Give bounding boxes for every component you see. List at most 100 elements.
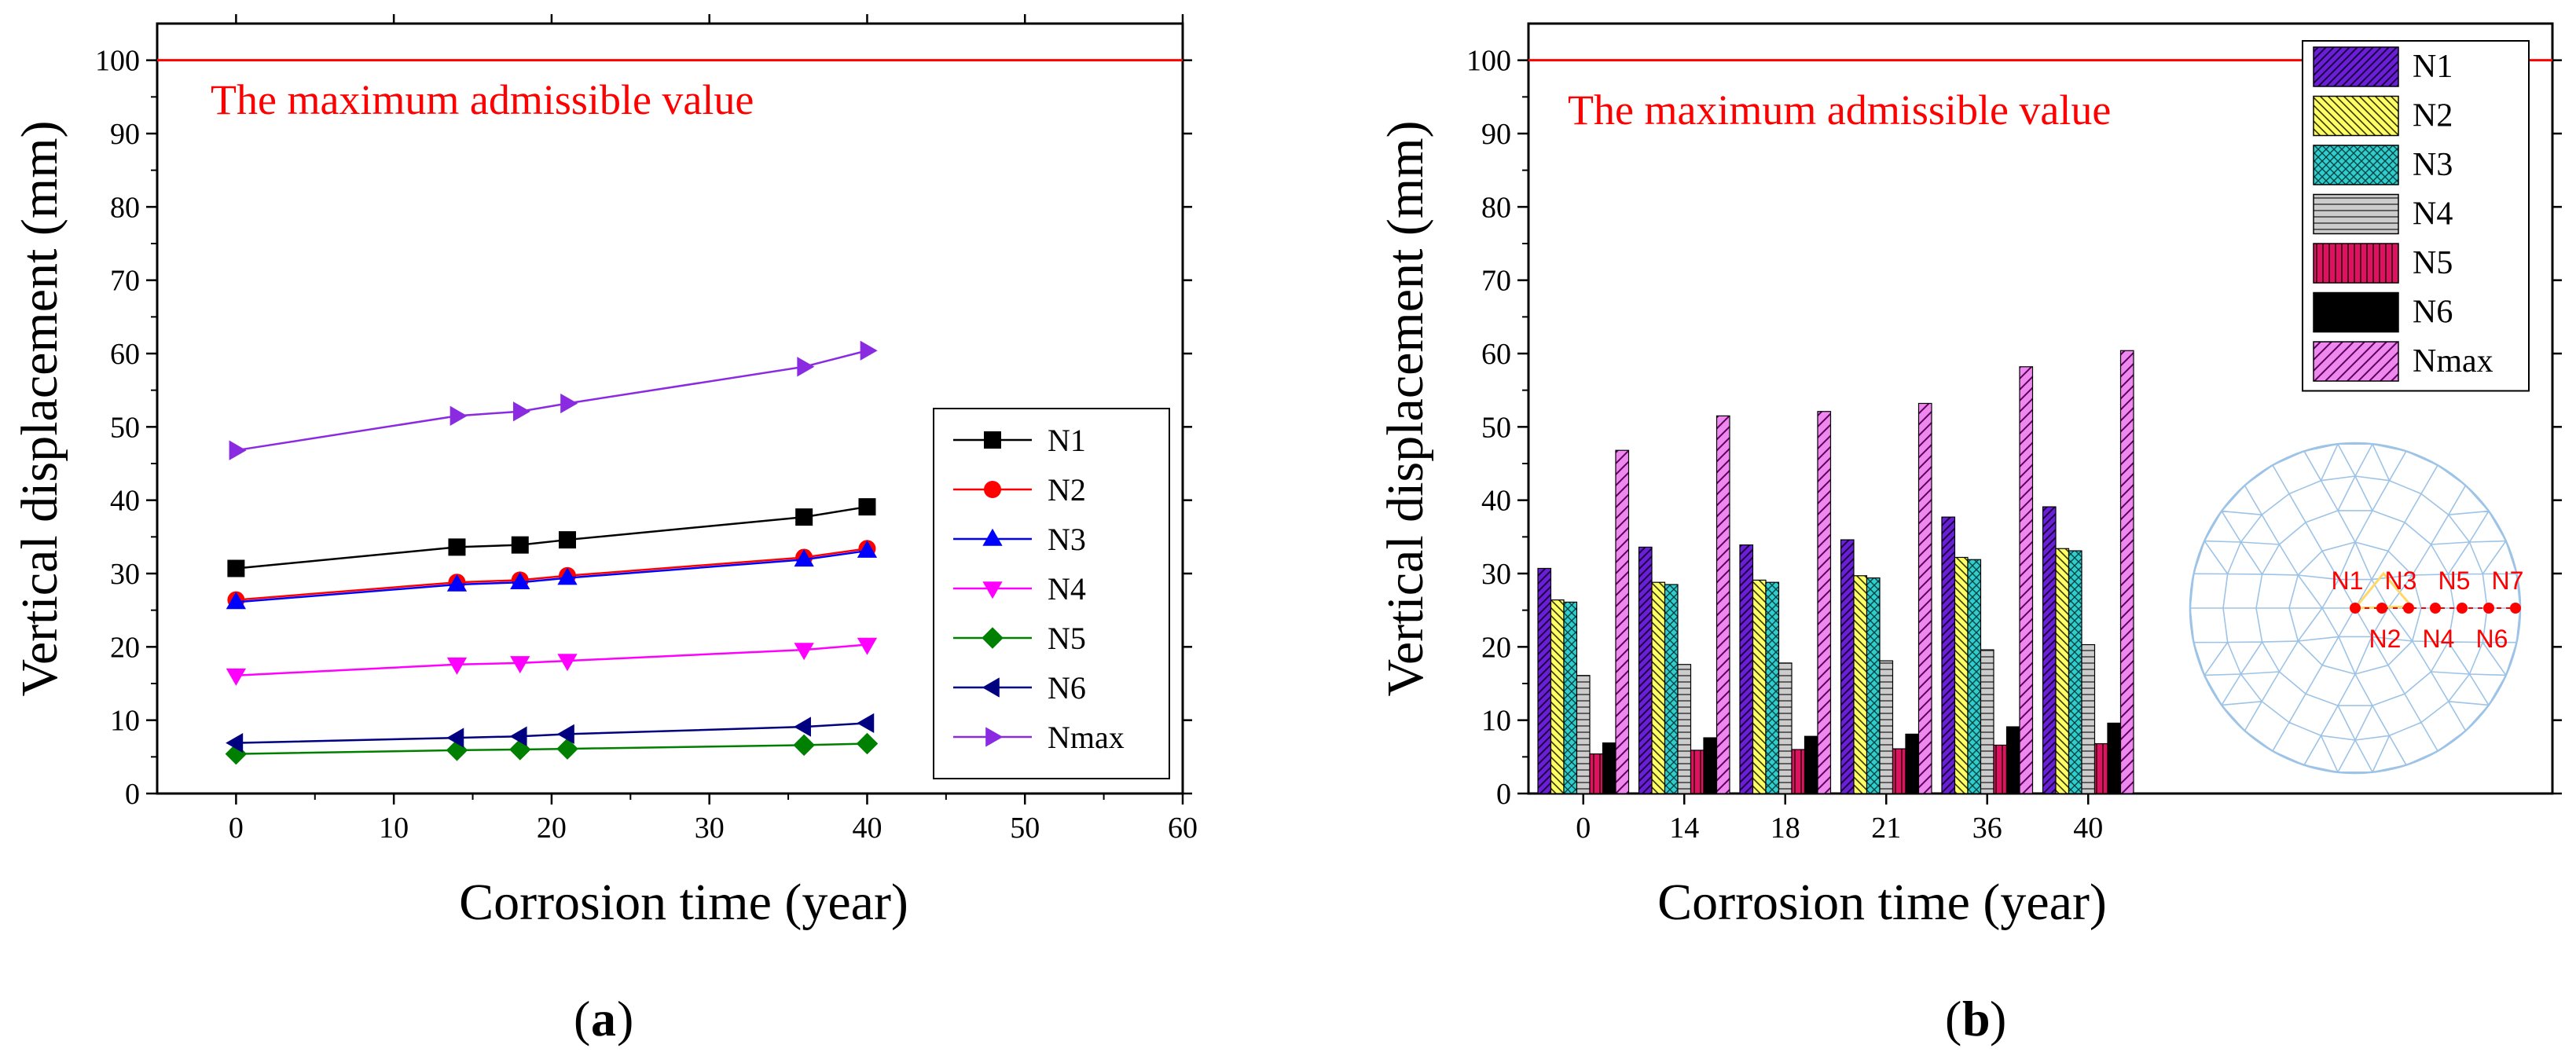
bar-n5 <box>1690 750 1704 794</box>
dome-mesh-inset: N1 N3 N5 N7 N2 N4 N6 <box>2189 442 2524 775</box>
legend-marker-n6 <box>982 677 1000 698</box>
data-point-n3 <box>857 540 878 558</box>
data-point-n6 <box>857 713 875 734</box>
y-tick-label-a: 30 <box>110 558 140 591</box>
bar-n5 <box>1993 744 2008 794</box>
bar-n5 <box>1589 753 1604 794</box>
x-tick-label-b: 14 <box>1669 812 1699 845</box>
bar-nmax <box>2019 366 2034 794</box>
legend-label-n2: N2 <box>2413 98 2453 134</box>
data-point-n4 <box>226 668 247 686</box>
series-line-n3 <box>236 549 868 603</box>
data-point-n4 <box>510 656 530 674</box>
x-axis-title-b: Corrosion time (year) <box>1657 874 2107 931</box>
panel-label-paren-close-a: ) <box>617 991 633 1047</box>
legend-marker-n5 <box>982 627 1004 649</box>
bar-n4 <box>1778 662 1793 794</box>
legend-label-n1: N1 <box>1048 423 1086 458</box>
data-point-n1 <box>858 498 876 516</box>
legend-swatch-n6 <box>2313 291 2399 333</box>
node-label-top: N1 <box>2332 566 2364 595</box>
legend-label-n6: N6 <box>1048 670 1086 706</box>
x-tick-label-b: 18 <box>1771 812 1800 845</box>
legend-marker-nmax <box>985 727 1004 747</box>
data-point-n5 <box>556 738 578 760</box>
bar-n3 <box>1765 581 1780 794</box>
y-tick-label-b: 80 <box>1481 191 1511 224</box>
bar-n2 <box>2055 548 2070 794</box>
data-point-nmax <box>860 340 878 361</box>
legend-marker-n2 <box>984 481 1001 498</box>
panel-label-b: b <box>1962 991 1991 1047</box>
data-point-nmax <box>229 440 247 460</box>
panel-b-bar-chart: 0 10 20 30 40 50 60 70 80 90 100 The maximum admiss… <box>1377 22 2562 1047</box>
data-point-n6 <box>793 717 811 737</box>
y-axis-title-b: Vertical displacement (mm) <box>1377 120 1434 696</box>
legend-label-n3: N3 <box>1048 522 1086 557</box>
legend-label-n6: N6 <box>2413 295 2453 331</box>
series-line-n4 <box>236 643 868 676</box>
bar-nmax <box>2119 350 2134 794</box>
node-dot <box>2430 603 2441 614</box>
bar-n3 <box>2068 550 2082 794</box>
data-point-n3 <box>510 572 530 589</box>
x-tick-label-a: 30 <box>695 812 725 845</box>
legend-marker-n1 <box>984 431 1001 449</box>
legend-label-n3: N3 <box>2413 147 2453 183</box>
data-point-n3 <box>557 567 578 585</box>
x-tick-label-b: 36 <box>1972 812 2002 845</box>
x-tick-label-a: 60 <box>1168 812 1198 845</box>
bar-n6 <box>2005 726 2020 794</box>
bar-n5 <box>1892 748 1906 794</box>
legend-label-nmax: Nmax <box>2413 343 2493 379</box>
x-tick-label-a: 50 <box>1010 812 1040 845</box>
node-dot <box>2376 603 2387 614</box>
x-tick-label-b: 21 <box>1871 812 1901 845</box>
series-line-n2 <box>236 548 868 601</box>
data-point-n6 <box>509 726 527 746</box>
data-point-n1 <box>559 531 576 549</box>
y-tick-label-a: 70 <box>110 265 140 298</box>
legend-label-n1: N1 <box>2413 49 2453 85</box>
y-axis-title-a: Vertical displacement (mm) <box>11 120 68 696</box>
data-point-nmax <box>450 405 468 426</box>
data-point-n6 <box>446 728 464 748</box>
bar-nmax <box>1715 415 1730 794</box>
legend-label-n5: N5 <box>2413 245 2453 281</box>
data-point-n1 <box>511 536 529 554</box>
legend-swatch-nmax <box>2313 341 2399 382</box>
data-point-nmax <box>560 393 578 414</box>
x-axis-title-a: Corrosion time (year) <box>459 874 908 931</box>
data-point-nmax <box>797 357 815 377</box>
data-point-n4 <box>446 657 468 675</box>
y-tick-label-b: 50 <box>1481 411 1511 444</box>
node-dot <box>2510 603 2521 614</box>
bar-n1 <box>1941 516 1956 794</box>
legend-swatch-n2 <box>2313 95 2399 137</box>
bar-n3 <box>1664 584 1679 794</box>
y-tick-label-a: 10 <box>110 705 140 738</box>
node-label-top: N3 <box>2385 566 2417 595</box>
y-tick-label-b: 90 <box>1481 118 1511 151</box>
y-tick-label-b: 70 <box>1481 265 1511 298</box>
x-tick-label-b: 40 <box>2073 812 2103 845</box>
y-tick-label-b: 40 <box>1481 485 1511 518</box>
legend-box-a <box>933 408 1170 779</box>
legend-label-nmax: Nmax <box>1048 720 1125 755</box>
y-tick-label-b: 60 <box>1481 338 1511 371</box>
y-tick-label-b: 0 <box>1496 778 1511 811</box>
node-dot <box>2483 603 2494 614</box>
legend-label-n5: N5 <box>1048 621 1086 656</box>
data-point-n4 <box>557 654 578 672</box>
node-dot <box>2457 603 2468 614</box>
threshold-label-a: The maximum admissible value <box>211 76 754 123</box>
bar-n1 <box>2042 506 2057 794</box>
node-label-top: N7 <box>2492 566 2524 595</box>
bar-n6 <box>1905 733 1920 794</box>
bar-nmax <box>1817 411 1832 794</box>
panel-label-paren-close-b: ) <box>1990 991 2006 1047</box>
bar-n2 <box>1853 575 1868 794</box>
node-dot <box>2350 603 2361 614</box>
bar-n2 <box>1651 581 1666 794</box>
